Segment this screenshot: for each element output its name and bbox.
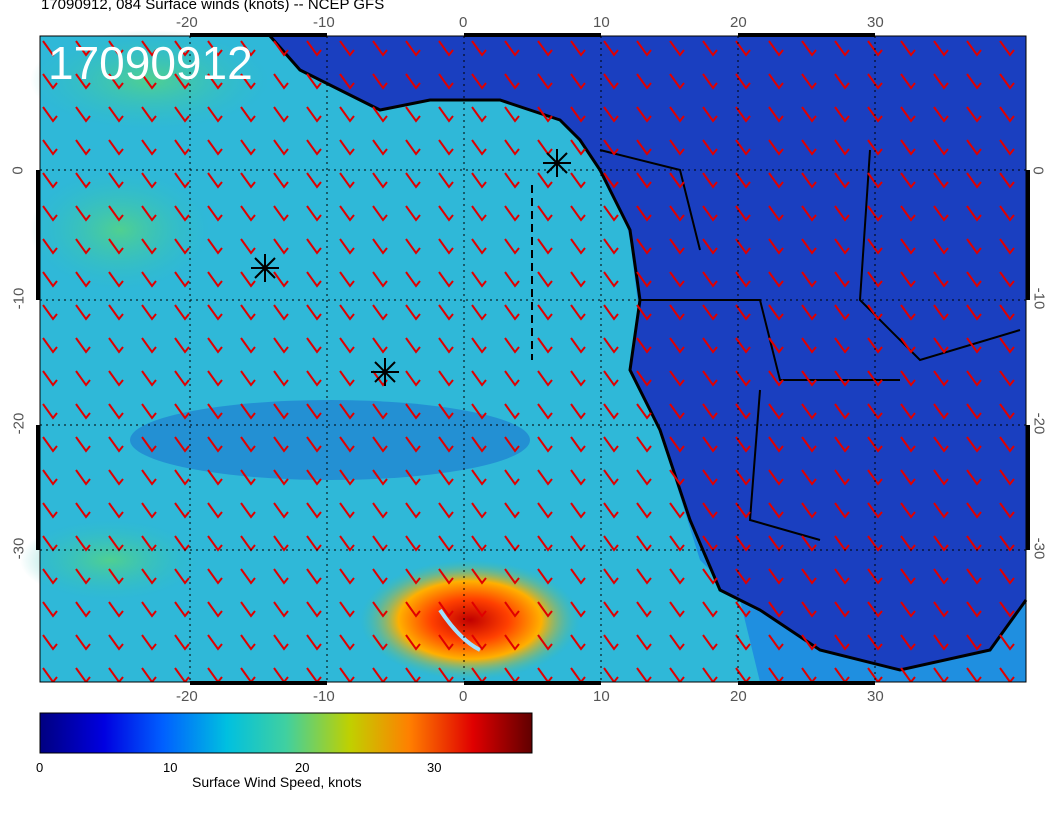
lat-tick-left: -20 [10,412,28,435]
lon-tick-bottom: -10 [313,688,335,705]
map-panel [20,30,1028,683]
lat-tick-right: -30 [1030,537,1048,560]
colorbar-title: Surface Wind Speed, knots [192,774,362,790]
lon-tick-bottom: 20 [730,688,747,705]
colorbar-tick: 0 [36,760,44,775]
asterisk-marker [371,358,399,386]
datestamp-label: 17090912 [48,37,253,89]
lon-tick-top: 10 [593,14,610,31]
lon-tick-bottom: 10 [593,688,610,705]
lat-tick-left: 0 [9,166,27,175]
lon-tick-bottom: -20 [176,688,198,705]
lat-tick-left: -30 [10,537,28,560]
lon-tick-bottom: 0 [459,688,468,705]
lat-tick-right: -20 [1030,412,1048,435]
lon-tick-bottom: 30 [867,688,884,705]
colorbar-tick: 10 [163,760,178,775]
lon-tick-top: -10 [313,14,335,31]
lon-tick-top: 30 [867,14,884,31]
axis-frame [36,33,1030,685]
lon-tick-top: 0 [459,14,468,31]
lat-tick-right: -10 [1030,287,1048,310]
lat-tick-right: 0 [1029,166,1047,175]
asterisk-markers [251,149,571,386]
colorbar-tick: 30 [427,760,442,775]
lon-tick-top: 20 [730,14,747,31]
asterisk-marker [251,254,279,282]
lat-tick-left: -10 [10,287,28,310]
lon-tick-top: -20 [176,14,198,31]
figure-title: 17090912, 084 Surface winds (knots) -- N… [41,0,385,13]
colorbar-tick: 20 [295,760,310,775]
asterisk-marker [543,149,571,177]
colorbar [39,712,533,754]
